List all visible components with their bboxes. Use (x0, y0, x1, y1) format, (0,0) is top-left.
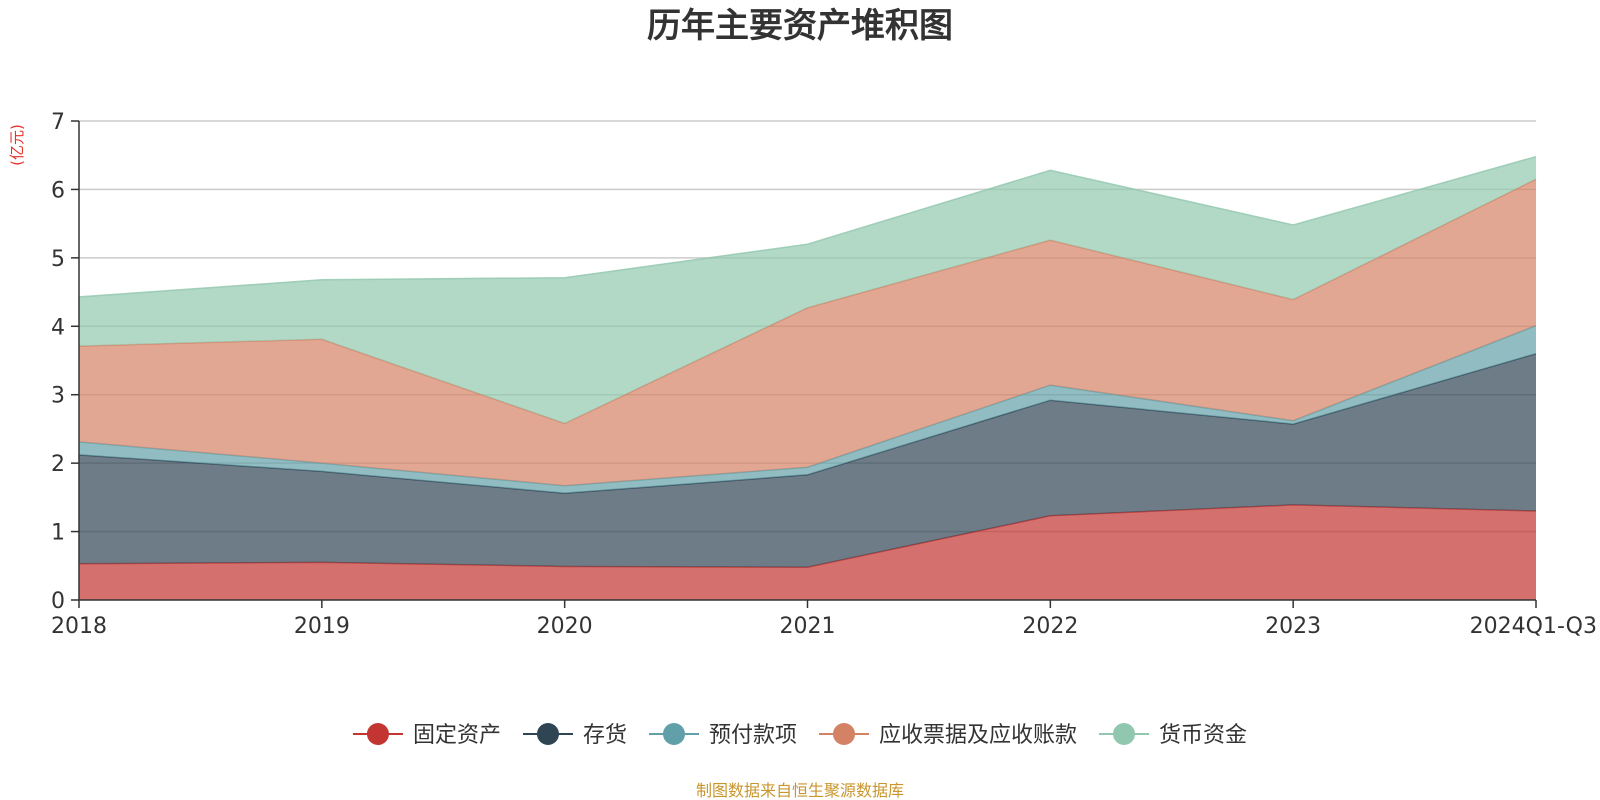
legend[interactable]: 固定资产 存货 预付款项 应收票据及应收账款 货币资金 (352, 723, 1247, 748)
axes: 0 1 2 3 4 5 6 7 2018 2019 2020 2021 2022 2023 2024Q1-Q… (51, 110, 1597, 639)
legend-label: 货币资金 (1159, 723, 1247, 748)
x-tick-label: 2020 (537, 614, 593, 639)
legend-label: 存货 (583, 723, 627, 748)
area-series-line (78, 155, 1537, 298)
legend-marker (833, 723, 856, 745)
data-source-note: 制图数据来自恒生聚源数据库 (696, 781, 904, 800)
legend-marker (366, 723, 389, 745)
legend-label: 固定资产 (413, 723, 501, 748)
area-series (79, 504, 1536, 600)
y-tick-label: 2 (51, 452, 65, 477)
legend-item[interactable]: 货币资金 (1099, 723, 1247, 748)
legend-label: 预付款项 (709, 723, 797, 748)
x-tick-label: 2021 (780, 614, 836, 639)
stacked-areas (78, 155, 1537, 600)
y-tick-label: 6 (51, 178, 65, 203)
x-tick-label: 2023 (1265, 614, 1321, 639)
legend-marker (662, 723, 685, 745)
x-tick-label: 2019 (294, 614, 350, 639)
legend-label: 应收票据及应收账款 (879, 723, 1077, 748)
y-tick-label: 7 (51, 110, 65, 135)
legend-marker (536, 723, 559, 745)
legend-item[interactable]: 固定资产 (352, 723, 501, 748)
x-tick-label: 2018 (51, 614, 107, 639)
legend-item[interactable]: 应收票据及应收账款 (819, 723, 1077, 748)
x-tick-label: 2024Q1-Q3 (1470, 614, 1597, 639)
legend-item[interactable]: 预付款项 (648, 723, 797, 748)
y-tick-label: 1 (51, 521, 65, 546)
y-tick-label: 4 (51, 315, 65, 340)
chart-title: 历年主要资产堆积图 (647, 6, 953, 46)
area-series (79, 179, 1536, 486)
legend-marker (1113, 723, 1136, 745)
y-tick-label: 5 (51, 247, 65, 272)
y-tick-label: 3 (51, 384, 65, 409)
x-tick-label: 2022 (1022, 614, 1078, 639)
area-series (79, 156, 1536, 424)
area-series (79, 353, 1536, 568)
legend-item[interactable]: 存货 (522, 723, 627, 748)
y-tick-label: 0 (51, 589, 65, 614)
y-axis-unit: (亿元) (8, 124, 26, 166)
